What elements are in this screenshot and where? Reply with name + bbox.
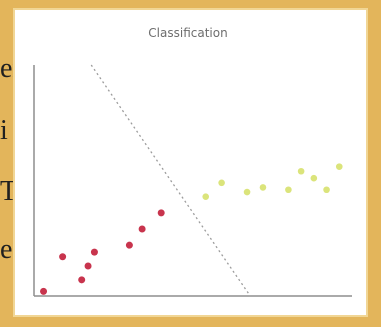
yellow-point-8 (323, 186, 330, 194)
background-text-line-3: T (0, 176, 18, 207)
yellow-point-9 (335, 163, 343, 170)
decision-boundary (90, 64, 251, 297)
yellow-point-2 (218, 179, 225, 187)
red-point-5 (90, 248, 98, 256)
background-text-line-4: e (0, 234, 13, 265)
red-point-2 (59, 253, 67, 261)
red-point-7 (138, 225, 146, 233)
chart-card: Classification (13, 8, 368, 317)
red-point-8 (157, 209, 165, 217)
scatter-chart: Classification (33, 26, 352, 297)
yellow-point-1 (202, 193, 210, 200)
red-point-3 (78, 276, 86, 284)
yellow-point-4 (259, 184, 267, 191)
points-layer (40, 163, 343, 295)
red-point-6 (125, 241, 133, 249)
red-point-4 (84, 262, 92, 270)
yellow-point-3 (243, 188, 251, 196)
background-text-line-2: i (0, 115, 8, 146)
yellow-point-7 (310, 174, 318, 182)
red-point-1 (40, 287, 48, 295)
chart-title: Classification (148, 26, 227, 40)
yellow-point-6 (297, 167, 305, 175)
yellow-point-5 (285, 186, 292, 194)
